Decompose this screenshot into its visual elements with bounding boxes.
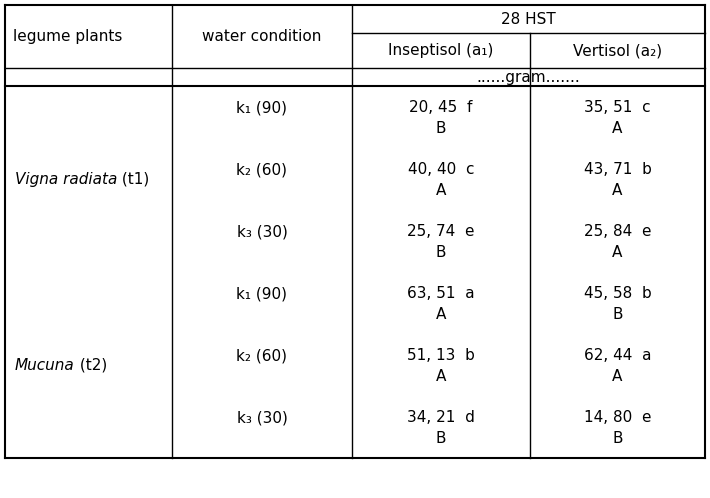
Text: B: B	[436, 245, 447, 259]
Text: A: A	[612, 369, 623, 383]
Text: legume plants: legume plants	[13, 29, 122, 44]
Text: 25, 74  e: 25, 74 e	[408, 224, 475, 239]
Text: 28 HST: 28 HST	[501, 11, 556, 26]
Text: B: B	[436, 431, 447, 446]
Text: k₂ (60): k₂ (60)	[236, 162, 288, 177]
Text: k₂ (60): k₂ (60)	[236, 348, 288, 363]
Text: k₁ (90): k₁ (90)	[236, 100, 288, 115]
Text: Inseptisol (a₁): Inseptisol (a₁)	[388, 43, 493, 58]
Text: (t1): (t1)	[117, 171, 150, 186]
Text: 20, 45  f: 20, 45 f	[409, 100, 473, 115]
Text: k₁ (90): k₁ (90)	[236, 286, 288, 301]
Text: 14, 80  e: 14, 80 e	[584, 410, 651, 425]
Text: 43, 71  b: 43, 71 b	[584, 162, 652, 177]
Text: A: A	[612, 183, 623, 198]
Text: A: A	[612, 121, 623, 135]
Text: B: B	[612, 431, 623, 446]
Text: 62, 44  a: 62, 44 a	[584, 348, 651, 363]
Text: k₃ (30): k₃ (30)	[236, 224, 288, 239]
Text: 45, 58  b: 45, 58 b	[584, 286, 651, 301]
Text: (t2): (t2)	[75, 358, 107, 373]
Text: 40, 40  c: 40, 40 c	[408, 162, 474, 177]
Text: ......gram.......: ......gram.......	[476, 70, 580, 85]
Text: B: B	[436, 121, 447, 135]
Text: A: A	[436, 369, 446, 383]
Text: 63, 51  a: 63, 51 a	[408, 286, 475, 301]
Text: Vigna radiata: Vigna radiata	[15, 171, 117, 186]
Text: A: A	[436, 183, 446, 198]
Text: B: B	[612, 307, 623, 322]
Text: A: A	[436, 307, 446, 322]
Text: A: A	[612, 245, 623, 259]
Text: 51, 13  b: 51, 13 b	[407, 348, 475, 363]
Text: Vertisol (a₂): Vertisol (a₂)	[573, 43, 662, 58]
Text: 25, 84  e: 25, 84 e	[584, 224, 651, 239]
Text: 35, 51  c: 35, 51 c	[584, 100, 651, 115]
Text: water condition: water condition	[202, 29, 322, 44]
Text: Mucuna: Mucuna	[15, 358, 75, 373]
Text: k₃ (30): k₃ (30)	[236, 410, 288, 425]
Text: 34, 21  d: 34, 21 d	[407, 410, 475, 425]
